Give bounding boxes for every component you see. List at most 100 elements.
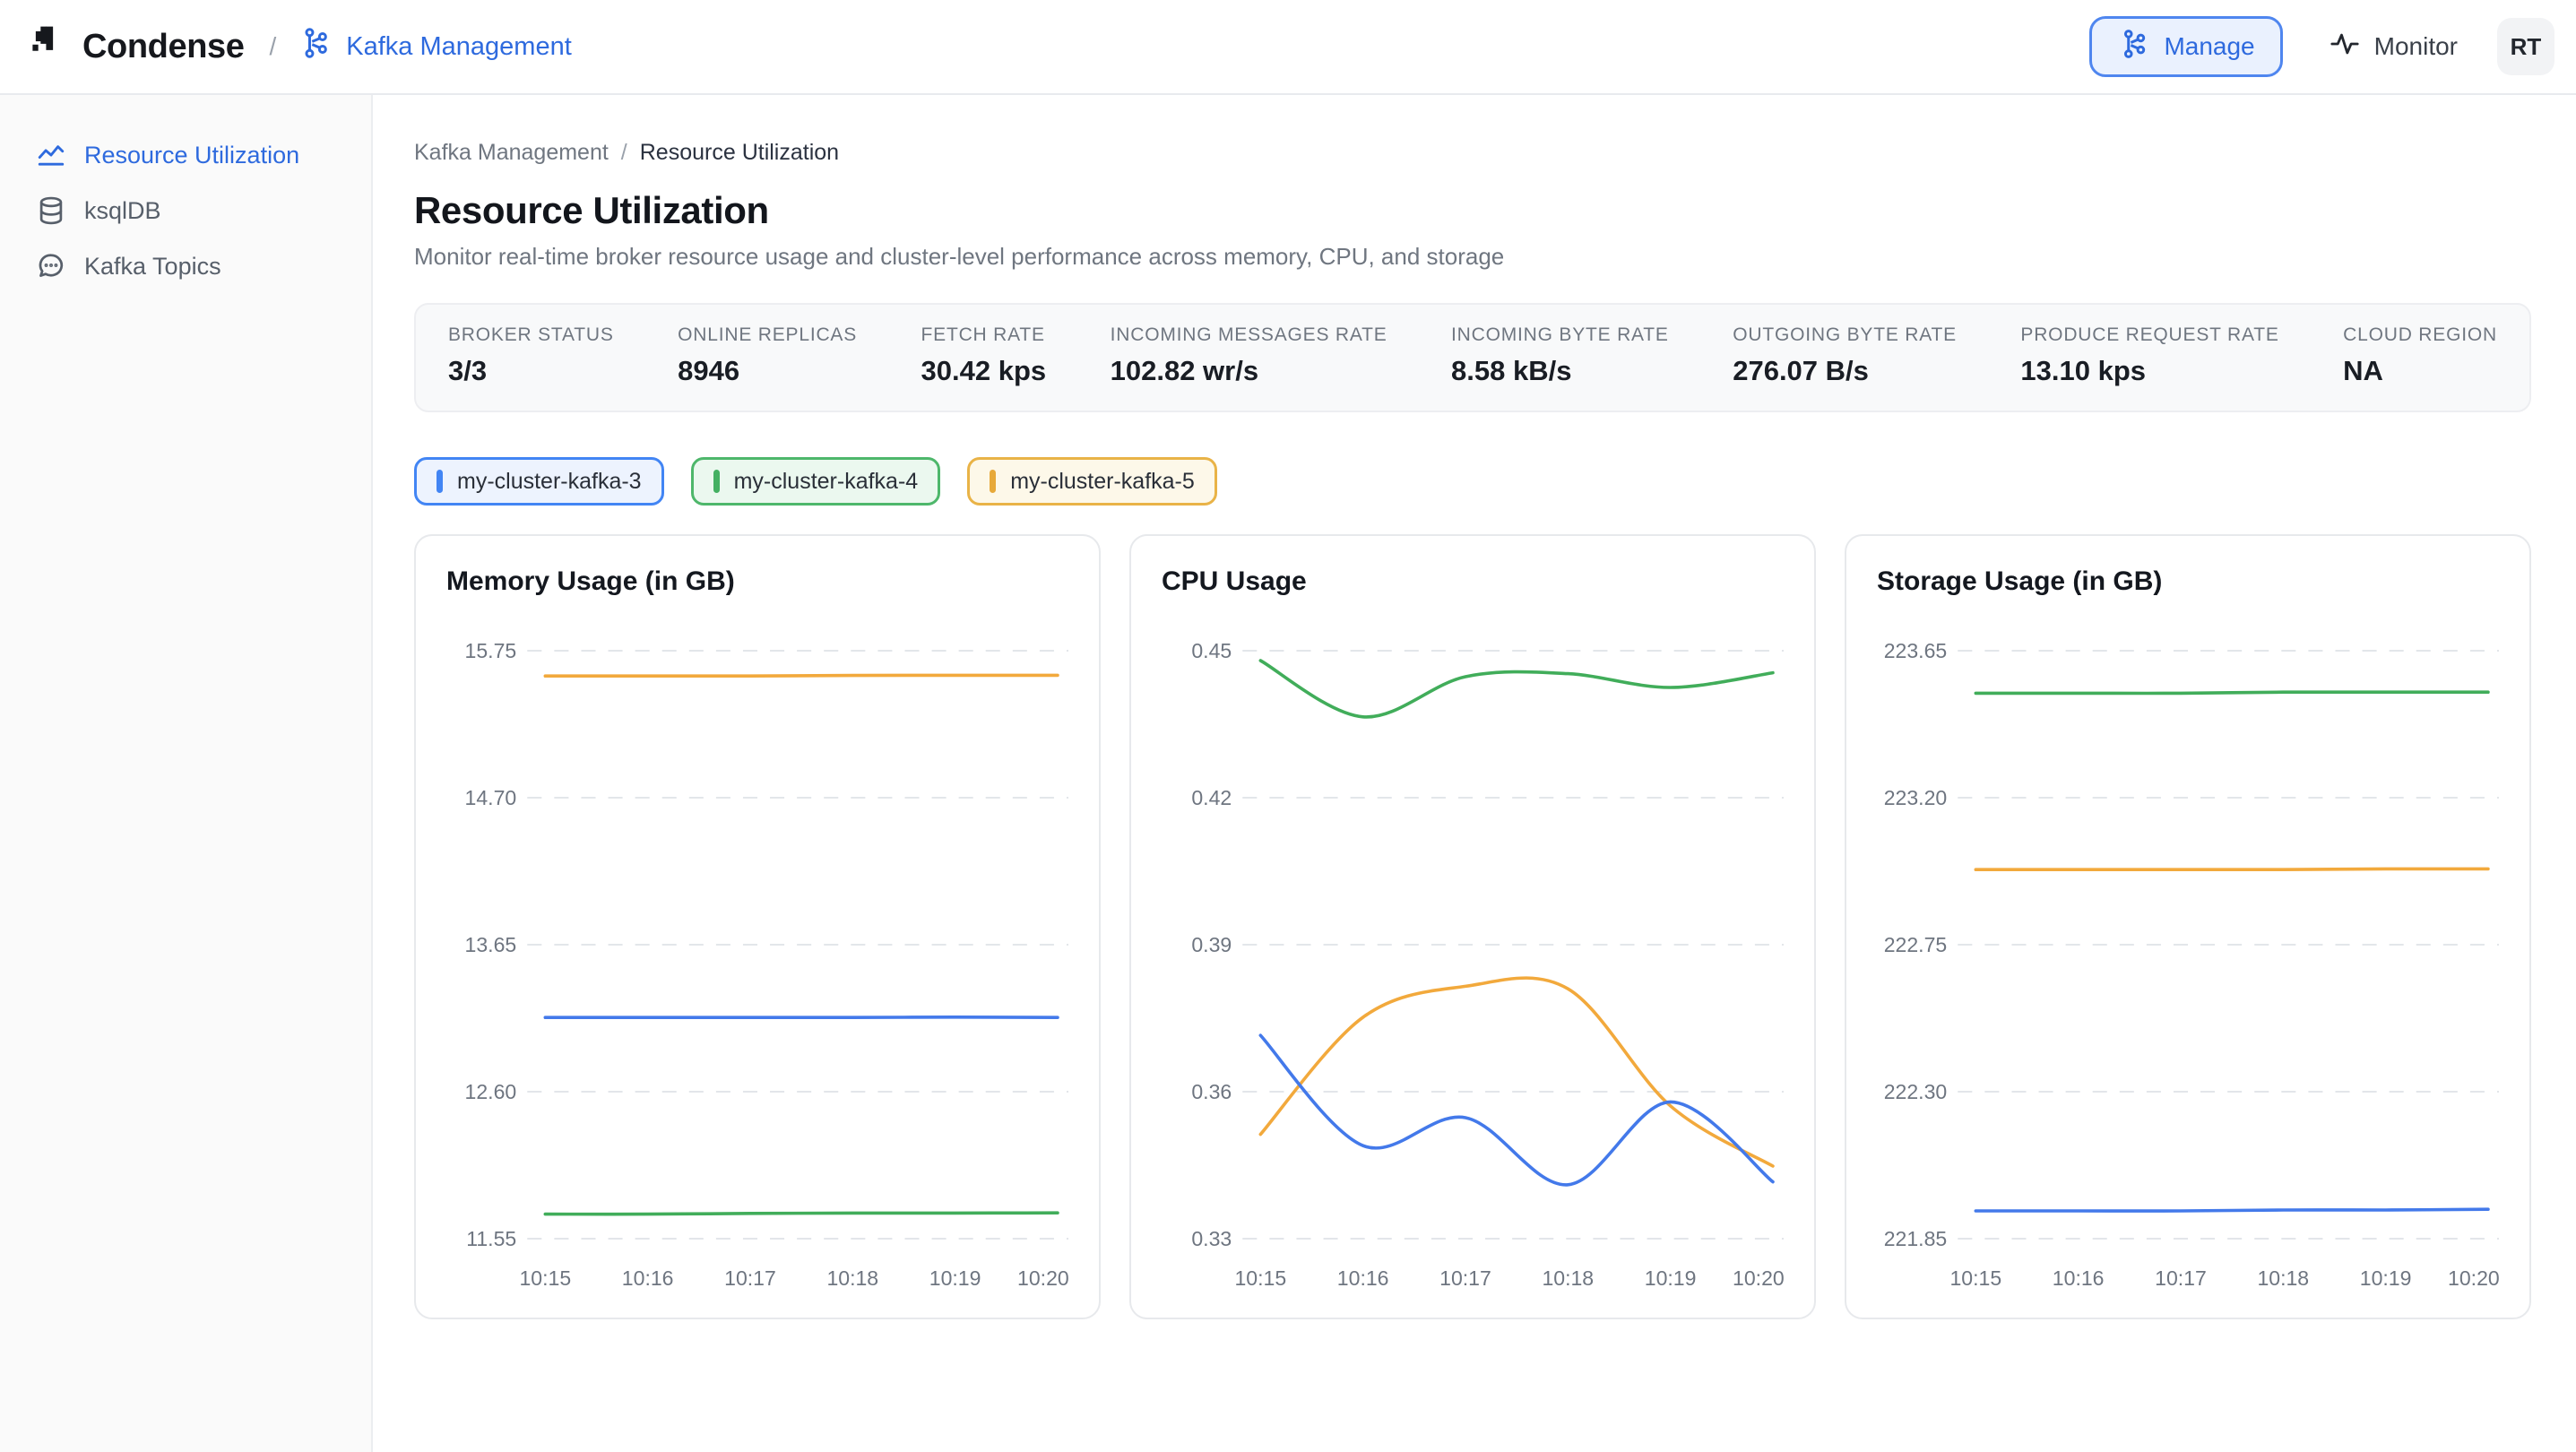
sidebar-item-label: Kafka Topics [84,252,221,280]
stat-fetch-rate: FETCH RATE 30.42 kps [921,324,1047,387]
stat-label: BROKER STATUS [448,324,614,345]
monitor-button[interactable]: Monitor [2330,29,2458,65]
stat-value: 3/3 [448,355,488,386]
y-axis-label: 0.36 [1191,1080,1232,1103]
breadcrumb-current: Resource Utilization [639,140,840,165]
condense-logo[interactable]: Condense [29,24,245,69]
series-line-my-cluster-kafka-5 [1258,976,1775,1168]
activity-icon [2330,29,2360,65]
chart-title: Storage Usage (in GB) [1877,566,2163,596]
chart-card-cpu-usage: CPU Usage 0.45 0.42 0.39 0.36 0.33 10:15 10:16 1… [1129,534,1816,1319]
main-content: Kafka Management / Resource Utilization … [373,95,2576,1452]
series-line-my-cluster-kafka-4 [1258,659,1775,719]
stat-value: 8946 [678,355,740,386]
legend-chip-my-cluster-kafka-3[interactable]: my-cluster-kafka-3 [414,457,664,506]
chart-card-memory-usage-in-gb: Memory Usage (in GB) 15.75 14.70 13.65 12.60… [414,534,1101,1319]
nav-kafka-management-label: Kafka Management [346,31,572,61]
broker-legend: my-cluster-kafka-3 my-cluster-kafka-4 my-c… [414,457,2531,506]
x-axis-label: 10:15 [1949,1266,2001,1290]
x-axis-label: 10:19 [2360,1266,2412,1290]
y-axis-label: 0.45 [1191,639,1232,662]
y-axis-label: 221.85 [1884,1227,1948,1250]
chart-card-storage-usage-in-gb: Storage Usage (in GB) 223.65 223.20 222.75 2… [1845,534,2531,1319]
manage-button-label: Manage [2164,32,2255,60]
stat-broker-status: BROKER STATUS 3/3 [448,324,614,387]
y-axis-label: 0.39 [1191,933,1232,956]
stat-value: NA [2343,355,2383,386]
x-axis-label: 10:18 [826,1266,878,1290]
stat-label: INCOMING BYTE RATE [1451,324,1669,345]
kafka-cluster-icon [298,26,332,67]
x-axis-label: 10:17 [1439,1266,1491,1290]
x-axis-label: 10:20 [1017,1266,1069,1290]
legend-color-bar [990,470,997,493]
sidebar-item-label: Resource Utilization [84,141,300,169]
legend-chip-my-cluster-kafka-5[interactable]: my-cluster-kafka-5 [967,457,1217,506]
y-axis-label: 222.75 [1884,933,1948,956]
stat-label: PRODUCE REQUEST RATE [2020,324,2279,345]
logo-text: Condense [82,27,245,65]
y-axis-label: 0.33 [1191,1227,1232,1250]
legend-chip-label: my-cluster-kafka-3 [457,468,642,494]
x-axis-label: 10:16 [622,1266,674,1290]
stat-label: ONLINE REPLICAS [678,324,858,345]
stat-label: CLOUD REGION [2343,324,2497,345]
stat-value: 13.10 kps [2020,355,2147,386]
stat-value: 8.58 kB/s [1451,355,1572,386]
kafka-cluster-icon [2117,28,2149,66]
series-line-my-cluster-kafka-4 [543,1211,1059,1216]
x-axis-label: 10:17 [2155,1266,2207,1290]
y-axis-label: 223.20 [1884,786,1948,809]
stat-value: 276.07 B/s [1733,355,1869,386]
x-axis-label: 10:16 [2053,1266,2105,1290]
nav-kafka-management[interactable]: Kafka Management [298,26,572,67]
y-axis-label: 0.42 [1191,786,1232,809]
y-axis-label: 12.60 [465,1080,517,1103]
stat-incoming-byte-rate: INCOMING BYTE RATE 8.58 kB/s [1451,324,1669,387]
stat-outgoing-byte-rate: OUTGOING BYTE RATE 276.07 B/s [1733,324,1957,387]
chart-title: CPU Usage [1162,566,1307,596]
stat-label: INCOMING MESSAGES RATE [1110,324,1387,345]
breadcrumb-kafka-management[interactable]: Kafka Management [414,140,609,165]
x-axis-label: 10:16 [1337,1266,1389,1290]
database-icon [36,195,66,226]
x-axis-label: 10:15 [519,1266,571,1290]
legend-chip-label: my-cluster-kafka-5 [1010,468,1195,494]
legend-color-bar [437,470,443,493]
chat-bubble-icon [36,251,66,281]
stat-label: FETCH RATE [921,324,1045,345]
top-bar: Condense / Kafka Management [0,0,2576,95]
y-axis-label: 11.55 [466,1227,516,1250]
stat-label: OUTGOING BYTE RATE [1733,324,1957,345]
y-axis-label: 15.75 [465,639,517,662]
chart-title: Memory Usage (in GB) [446,566,735,596]
y-axis-label: 222.30 [1884,1080,1948,1103]
legend-color-bar [713,470,720,493]
sidebar-item-ksqldb[interactable]: ksqlDB [25,186,353,235]
page-title: Resource Utilization [414,189,769,231]
stat-produce-request-rate: PRODUCE REQUEST RATE 13.10 kps [2020,324,2278,387]
x-axis-label: 10:18 [2257,1266,2309,1290]
series-line-my-cluster-kafka-5 [543,673,1059,678]
manage-button[interactable]: Manage [2089,16,2283,77]
x-axis-label: 10:19 [1645,1266,1697,1290]
x-axis-label: 10:18 [1542,1266,1594,1290]
x-axis-label: 10:20 [1733,1266,1785,1290]
user-avatar[interactable]: RT [2497,18,2554,75]
stat-incoming-messages-rate: INCOMING MESSAGES RATE 102.82 wr/s [1111,324,1387,387]
condense-logo-icon [29,24,66,69]
legend-chip-my-cluster-kafka-4[interactable]: my-cluster-kafka-4 [690,457,941,506]
stat-cloud-region: CLOUD REGION NA [2343,324,2497,387]
x-axis-label: 10:17 [724,1266,776,1290]
charts-row: Memory Usage (in GB) 15.75 14.70 13.65 12.60… [414,534,2531,1319]
sidebar-item-resource-utilization[interactable]: Resource Utilization [25,131,353,179]
sidebar-item-label: ksqlDB [84,196,161,224]
x-axis-label: 10:20 [2448,1266,2500,1290]
y-axis-label: 13.65 [465,933,517,956]
header-divider: / [269,32,277,60]
legend-chip-label: my-cluster-kafka-4 [733,468,919,494]
y-axis-label: 223.65 [1884,639,1948,662]
sidebar-item-kafka-topics[interactable]: Kafka Topics [25,242,353,290]
stat-value: 30.42 kps [921,355,1047,386]
